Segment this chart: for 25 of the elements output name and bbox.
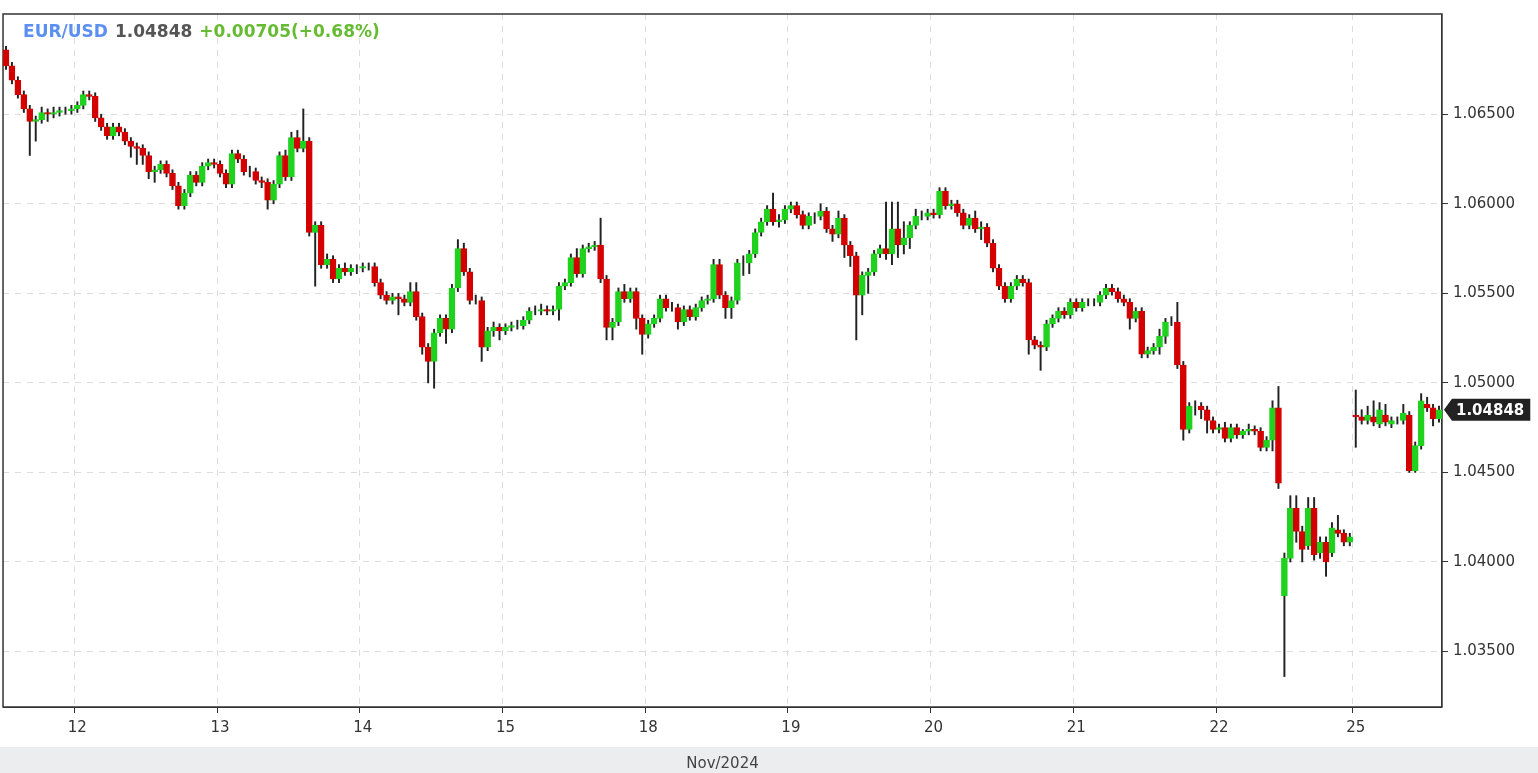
y-tick-label: 1.06500 bbox=[1452, 104, 1515, 123]
x-tick-label: 12 bbox=[67, 717, 87, 736]
x-tick-label: 15 bbox=[495, 717, 516, 736]
chart-title: EUR/USD bbox=[23, 21, 108, 41]
candlestick bbox=[395, 293, 402, 316]
candlestick bbox=[1037, 341, 1044, 371]
y-tick-label: 1.05500 bbox=[1452, 283, 1515, 302]
candlestick bbox=[311, 221, 319, 287]
x-tick-label: 20 bbox=[924, 717, 944, 736]
x-tick-label: 19 bbox=[781, 717, 801, 736]
x-tick-label: 21 bbox=[1066, 717, 1086, 736]
x-tick-label: 14 bbox=[353, 717, 373, 736]
x-axis-title: Nov/2024 bbox=[686, 753, 759, 772]
text: 1.04848 bbox=[1455, 400, 1525, 419]
x-tick-label: 13 bbox=[210, 717, 230, 736]
chart-subtitle: 1.04848 bbox=[114, 21, 193, 41]
y-tick-label: 1.03500 bbox=[1452, 641, 1515, 660]
y-tick-label: 1.06000 bbox=[1452, 193, 1515, 212]
x-tick-label: 22 bbox=[1209, 717, 1229, 736]
y-tick-label: 1.04500 bbox=[1452, 462, 1515, 481]
y-tick-label: 1.05000 bbox=[1452, 372, 1515, 391]
annotation: +0.00705(+0.68%) bbox=[199, 21, 380, 41]
x-tick-label: 25 bbox=[1346, 717, 1366, 736]
x-tick-label: 18 bbox=[638, 717, 658, 736]
y-tick-label: 1.04000 bbox=[1452, 551, 1515, 570]
